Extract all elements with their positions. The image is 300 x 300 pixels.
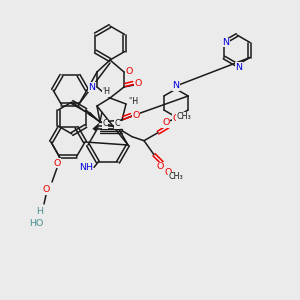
Text: N: N [172,82,179,91]
Text: O: O [162,118,170,127]
Text: HO: HO [29,220,43,229]
Text: O: O [132,110,140,119]
Text: H: H [37,208,44,217]
Text: O: O [134,80,142,88]
Text: N: N [223,38,230,47]
Text: CH₃: CH₃ [169,172,183,181]
Text: NH: NH [79,163,93,172]
Text: N: N [172,116,179,124]
Polygon shape [88,112,100,122]
Text: N: N [88,82,95,91]
Text: O: O [156,162,164,171]
Text: C: C [102,119,108,128]
Text: O: O [53,158,61,167]
Text: ''H: ''H [128,97,138,106]
Text: O: O [164,168,172,177]
Text: 'H: 'H [102,88,110,97]
Text: O: O [172,114,180,123]
Text: O: O [125,67,133,76]
Polygon shape [92,122,100,131]
Text: O: O [42,185,50,194]
Text: CH₃: CH₃ [177,112,191,121]
Text: C: C [114,119,120,128]
Text: N: N [236,62,242,71]
